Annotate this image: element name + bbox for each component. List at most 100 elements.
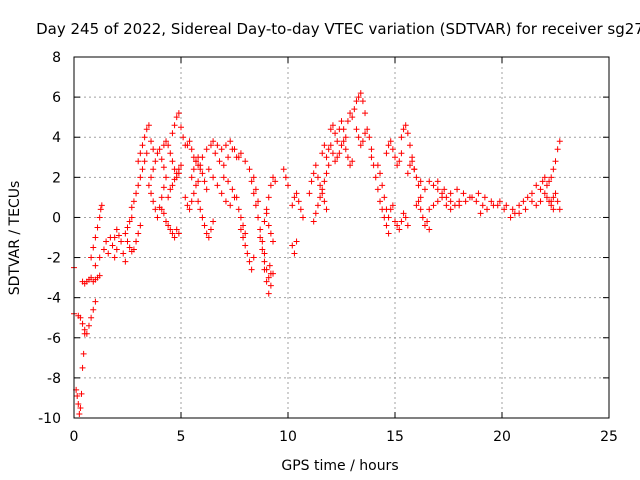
data-point bbox=[255, 214, 262, 221]
data-point bbox=[148, 190, 155, 197]
data-point bbox=[295, 198, 302, 205]
data-point bbox=[169, 182, 176, 189]
data-point bbox=[389, 202, 396, 209]
data-point bbox=[385, 230, 392, 237]
x-axis-label: GPS time / hours bbox=[281, 458, 398, 474]
data-point bbox=[212, 150, 219, 157]
data-point bbox=[323, 154, 330, 161]
data-point bbox=[334, 154, 341, 161]
data-point bbox=[338, 118, 345, 125]
data-point bbox=[210, 218, 217, 225]
data-point bbox=[222, 142, 229, 149]
data-point bbox=[334, 138, 341, 145]
data-point bbox=[336, 150, 343, 157]
data-point bbox=[404, 222, 411, 229]
data-point bbox=[77, 314, 84, 321]
data-point bbox=[205, 166, 212, 173]
data-point bbox=[359, 138, 366, 145]
data-point bbox=[130, 246, 137, 253]
data-point bbox=[265, 290, 272, 297]
data-point bbox=[79, 320, 86, 327]
data-point bbox=[133, 238, 140, 245]
data-point bbox=[111, 254, 118, 261]
data-point bbox=[402, 214, 409, 221]
data-point bbox=[434, 198, 441, 205]
data-point bbox=[192, 158, 199, 165]
data-point bbox=[344, 154, 351, 161]
data-point bbox=[379, 182, 386, 189]
data-point bbox=[377, 170, 384, 177]
data-point bbox=[167, 150, 174, 157]
data-point bbox=[291, 250, 298, 257]
data-point bbox=[347, 110, 354, 117]
data-point bbox=[374, 162, 381, 169]
data-point bbox=[385, 142, 392, 149]
data-point bbox=[150, 146, 157, 153]
data-point bbox=[90, 244, 97, 251]
data-point bbox=[338, 142, 345, 149]
data-point bbox=[270, 238, 277, 245]
data-point bbox=[74, 392, 81, 399]
data-point bbox=[261, 258, 268, 265]
data-point bbox=[259, 246, 266, 253]
data-point bbox=[190, 190, 197, 197]
data-point bbox=[148, 138, 155, 145]
data-point bbox=[385, 214, 392, 221]
data-point bbox=[135, 158, 142, 165]
data-point bbox=[150, 166, 157, 173]
data-point bbox=[520, 198, 527, 205]
data-point bbox=[522, 206, 529, 213]
data-point bbox=[496, 198, 503, 205]
data-point bbox=[362, 130, 369, 137]
data-point bbox=[175, 166, 182, 173]
data-point bbox=[237, 226, 244, 233]
data-point bbox=[188, 146, 195, 153]
data-point bbox=[327, 126, 334, 133]
data-point bbox=[81, 326, 88, 333]
data-point bbox=[340, 126, 347, 133]
data-point bbox=[413, 202, 420, 209]
data-point bbox=[88, 314, 95, 321]
data-point bbox=[163, 218, 170, 225]
data-point bbox=[76, 410, 83, 417]
y-tick-label: -4 bbox=[47, 291, 61, 307]
data-point bbox=[501, 206, 508, 213]
data-point bbox=[310, 218, 317, 225]
data-point bbox=[447, 190, 454, 197]
data-point bbox=[231, 146, 238, 153]
data-point bbox=[79, 364, 86, 371]
data-point bbox=[327, 142, 334, 149]
data-point bbox=[135, 230, 142, 237]
y-tick-label: 2 bbox=[52, 170, 61, 186]
data-point bbox=[250, 174, 257, 181]
data-point bbox=[400, 210, 407, 217]
data-point bbox=[259, 238, 266, 245]
data-point bbox=[424, 218, 431, 225]
data-point bbox=[126, 244, 133, 251]
data-point bbox=[207, 226, 214, 233]
data-point bbox=[92, 262, 99, 269]
data-point bbox=[201, 178, 208, 185]
y-tick-label: 6 bbox=[52, 90, 61, 106]
data-point bbox=[75, 400, 82, 407]
data-point bbox=[248, 178, 255, 185]
data-point bbox=[210, 138, 217, 145]
data-point bbox=[400, 126, 407, 133]
data-point bbox=[319, 186, 326, 193]
data-point bbox=[528, 190, 535, 197]
data-point bbox=[314, 174, 321, 181]
data-point bbox=[332, 158, 339, 165]
data-point bbox=[163, 138, 170, 145]
data-point bbox=[169, 230, 176, 237]
data-point bbox=[548, 198, 555, 205]
data-point bbox=[454, 186, 461, 193]
data-point bbox=[325, 146, 332, 153]
data-point bbox=[169, 130, 176, 137]
data-point bbox=[475, 190, 482, 197]
data-point bbox=[312, 162, 319, 169]
data-point bbox=[368, 146, 375, 153]
data-point bbox=[240, 222, 247, 229]
data-point bbox=[143, 126, 150, 133]
data-point bbox=[165, 222, 172, 229]
data-point bbox=[203, 230, 210, 237]
